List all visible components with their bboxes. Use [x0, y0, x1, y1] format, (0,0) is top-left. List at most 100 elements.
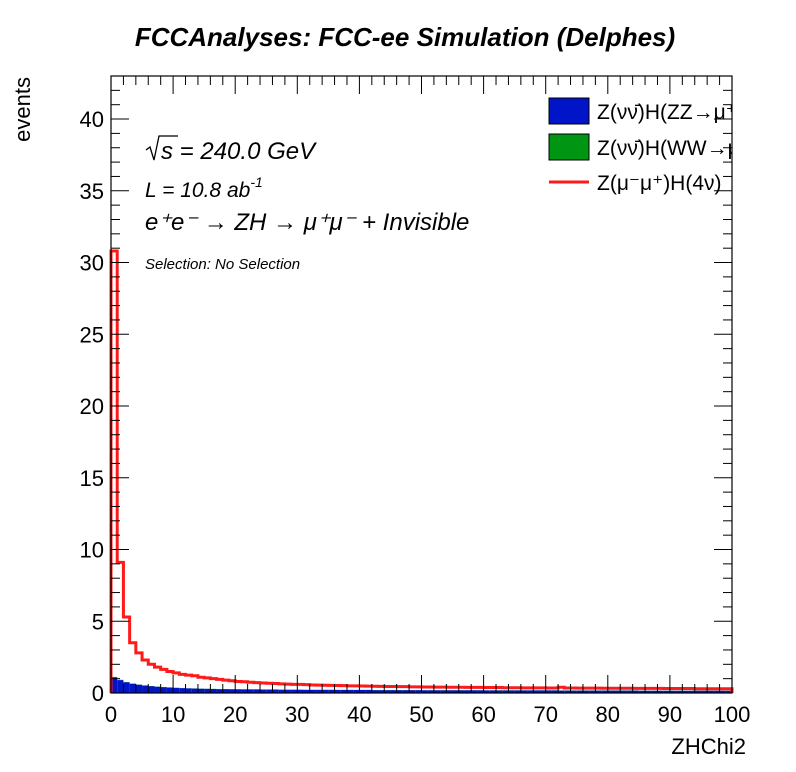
bar-zz-bin-21	[241, 689, 248, 693]
bar-zz-bin-1	[117, 680, 124, 693]
bar-zz-bin-80	[607, 690, 615, 693]
bar-zz-bin-22	[247, 689, 254, 693]
bar-zz-bin-59	[477, 690, 484, 693]
y-tick-labels: 0 5 10 15 20 25 30 35 40	[80, 107, 104, 706]
x-tick-label: 70	[533, 702, 557, 727]
y-tick-label: 10	[80, 538, 104, 563]
bar-zz-bin-35	[328, 689, 335, 693]
bar-zz-bin-16	[210, 688, 217, 693]
bar-zz-bin-52	[433, 690, 441, 693]
legend: Z(νν̄)H(ZZ→μ⁺μ⁻ν⁺ Z(νν̄)H(WW→μ⁺νμ Z(μ⁻μ⁺)H…	[548, 97, 782, 195]
bar-zz-bin-9	[166, 687, 174, 693]
bar-zz-bin-71	[551, 690, 559, 693]
bar-zz-bin-69	[539, 690, 546, 693]
bar-zz-bin-85	[638, 690, 646, 693]
x-tick-label: 90	[658, 702, 682, 727]
bar-zz-bin-0	[111, 677, 118, 693]
sqrt-s-label: s = 240.0 GeV	[161, 138, 317, 165]
bar-zz-bin-58	[471, 690, 478, 693]
bar-zz-bin-26	[272, 689, 279, 693]
bar-zz-bin-66	[520, 690, 528, 693]
y-axis-label: events	[10, 77, 35, 142]
bar-zz-bin-10	[173, 687, 180, 693]
bar-zz-bin-64	[508, 690, 515, 693]
y-tick-label: 35	[80, 179, 104, 204]
bar-zz-bin-88	[657, 690, 664, 693]
bar-zz-bin-98	[719, 690, 726, 693]
bar-zz-bin-3	[129, 683, 136, 693]
y-tick-label: 0	[92, 681, 104, 706]
y-tick-label: 15	[80, 466, 104, 491]
bar-zz-bin-14	[197, 688, 205, 693]
legend-swatch-1	[548, 133, 590, 161]
bar-zz-bin-11	[179, 688, 186, 693]
bar-zz-bin-97	[713, 690, 720, 693]
bar-zz-bin-31	[303, 689, 310, 693]
x-tick-label: 30	[285, 702, 309, 727]
bar-zz-bin-65	[514, 690, 521, 693]
bar-zz-bin-15	[204, 688, 211, 693]
lumi-exponent: -1	[250, 174, 262, 190]
bar-zz-bin-62	[496, 690, 503, 693]
bar-zz-bin-81	[614, 690, 621, 693]
lumi-label: L = 10.8 ab	[145, 179, 251, 202]
bar-zz-bin-78	[595, 690, 602, 693]
bar-zz-bin-25	[266, 689, 273, 693]
x-tick-label: 40	[347, 702, 371, 727]
bar-zz-bin-55	[452, 690, 459, 693]
x-tick-label: 0	[105, 702, 117, 727]
bar-zz-bin-23	[253, 689, 261, 693]
legend-entries: Z(νν̄)H(ZZ→μ⁺μ⁻ν⁺ Z(νν̄)H(WW→μ⁺νμ Z(μ⁻μ⁺)H…	[548, 97, 782, 195]
y-tick-label: 40	[80, 107, 104, 132]
bar-zz-bin-54	[446, 690, 453, 693]
bar-zz-bin-44	[384, 690, 391, 693]
selection-annotation: Selection: No Selection	[145, 256, 300, 273]
bar-zz-bin-4	[135, 684, 143, 693]
bar-zz-bin-29	[291, 689, 298, 693]
sqrt-s-annotation: s = 240.0 GeV	[145, 135, 317, 165]
bar-zz-bin-43	[378, 690, 385, 693]
bar-zz-bin-57	[464, 690, 472, 693]
histogram-bars	[111, 676, 732, 693]
bar-zz-bin-90	[669, 690, 677, 693]
bar-zz-bin-47	[402, 690, 410, 693]
bar-zz-bin-67	[527, 690, 534, 693]
bar-zz-bin-5	[142, 685, 149, 693]
plot-frame	[110, 75, 733, 694]
bar-zz-bin-19	[228, 689, 236, 693]
x-tick-label: 50	[409, 702, 433, 727]
axis-ticks	[110, 75, 733, 694]
bar-zz-bin-6	[148, 686, 155, 693]
series-line-zmumu	[109, 249, 734, 693]
bar-zz-bin-32	[309, 689, 316, 693]
chart-title: FCCAnalyses: FCC-ee Simulation (Delphes)	[135, 22, 675, 52]
legend-label-1: Z(νν̄)H(WW→μ⁺νμ	[597, 137, 773, 160]
bar-zz-bin-74	[570, 690, 577, 693]
bar-zz-bin-13	[191, 688, 198, 693]
bar-zz-bin-79	[601, 690, 608, 693]
y-tick-label: 30	[80, 251, 104, 276]
bar-zz-bin-96	[707, 690, 714, 693]
bar-zz-bin-37	[340, 689, 347, 693]
bar-zz-bin-7	[154, 686, 161, 693]
legend-label-2: Z(μ⁻μ⁺)H(4ν)	[597, 172, 722, 195]
bar-zz-bin-46	[396, 690, 403, 693]
bar-zz-bin-99	[725, 690, 732, 693]
x-tick-labels: 0 10 20 30 40 50 60 70 80 90 100	[105, 702, 750, 727]
annotations: s = 240.0 GeV L = 10.8 ab-1 e⁺e⁻ → ZH → …	[145, 135, 469, 273]
bar-zz-bin-33	[315, 689, 323, 693]
bar-zz-bin-87	[651, 690, 658, 693]
bar-zz-bin-42	[371, 690, 379, 693]
bar-zz-bin-8	[160, 687, 167, 693]
bar-zz-bin-94	[694, 690, 701, 693]
bar-zz-bin-89	[663, 690, 670, 693]
bar-zz-bin-34	[322, 689, 329, 693]
bar-zz-bin-70	[545, 690, 552, 693]
bar-zz-bin-73	[564, 690, 571, 693]
bar-zz-bin-56	[458, 690, 465, 693]
bar-zz-bin-41	[365, 689, 372, 693]
legend-label-0: Z(νν̄)H(ZZ→μ⁺μ⁻ν⁺	[597, 101, 782, 124]
bar-zz-bin-95	[700, 690, 708, 693]
bar-zz-bin-92	[682, 690, 689, 693]
x-tick-label: 10	[161, 702, 185, 727]
